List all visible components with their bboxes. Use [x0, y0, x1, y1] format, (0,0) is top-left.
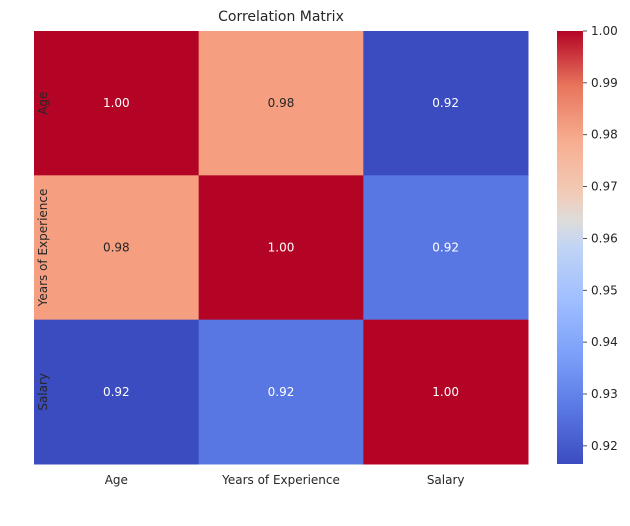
colorbar-tick-label: 0.94 — [591, 335, 618, 349]
y-tick-label: Salary — [36, 373, 50, 411]
heatmap-cells — [34, 31, 529, 465]
colorbar-tick-label: 0.93 — [591, 387, 618, 401]
heatmap-cell — [198, 319, 364, 465]
x-tick-label: Age — [105, 473, 128, 487]
cell-value-label: 0.92 — [103, 385, 130, 399]
heatmap-cell — [363, 175, 529, 321]
y-tick-label: Age — [36, 92, 50, 115]
cell-value-label: 0.98 — [103, 241, 130, 255]
colorbar-gradient — [557, 31, 583, 464]
cell-value-label: 0.92 — [268, 385, 295, 399]
heatmap-cell — [198, 31, 364, 176]
heatmap-cell — [34, 319, 200, 465]
heatmap-cell — [363, 319, 529, 465]
colorbar-ticks: 0.92 0.93 0.94 0.95 0.96 0.97 0.98 0.99 1.00 — [583, 24, 618, 453]
colorbar-tick-label: 0.99 — [591, 76, 618, 90]
colorbar-tick-label: 0.96 — [591, 231, 618, 245]
chart-title: Correlation Matrix — [218, 9, 344, 25]
heatmap-cell — [34, 175, 200, 321]
heatmap-cell-labels: 1.00 0.98 0.92 0.98 1.00 0.92 0.92 0.92 1.00 — [103, 96, 459, 399]
colorbar: 0.92 0.93 0.94 0.95 0.96 0.97 0.98 0.99 1.00 — [557, 24, 618, 464]
heatmap-cell — [34, 31, 200, 176]
colorbar-tick-label: 0.95 — [591, 283, 618, 297]
cell-value-label: 0.98 — [268, 96, 295, 110]
y-tick-label: Years of Experience — [36, 189, 50, 308]
x-tick-label: Years of Experience — [221, 473, 340, 487]
colorbar-tick-label: 0.97 — [591, 180, 618, 194]
colorbar-tick-label: 0.98 — [591, 128, 618, 142]
cell-value-label: 0.92 — [432, 241, 459, 255]
x-tick-label: Salary — [427, 473, 465, 487]
x-axis-ticks: Age Years of Experience Salary — [105, 473, 465, 487]
cell-value-label: 1.00 — [268, 241, 295, 255]
heatmap-cell — [198, 175, 364, 321]
colorbar-tick-label: 0.92 — [591, 439, 618, 453]
heatmap-cell — [363, 31, 529, 176]
colorbar-tick-label: 1.00 — [591, 24, 618, 38]
cell-value-label: 1.00 — [103, 96, 130, 110]
cell-value-label: 0.92 — [432, 96, 459, 110]
y-axis-ticks: Age Years of Experience Salary — [36, 92, 50, 411]
cell-value-label: 1.00 — [432, 385, 459, 399]
